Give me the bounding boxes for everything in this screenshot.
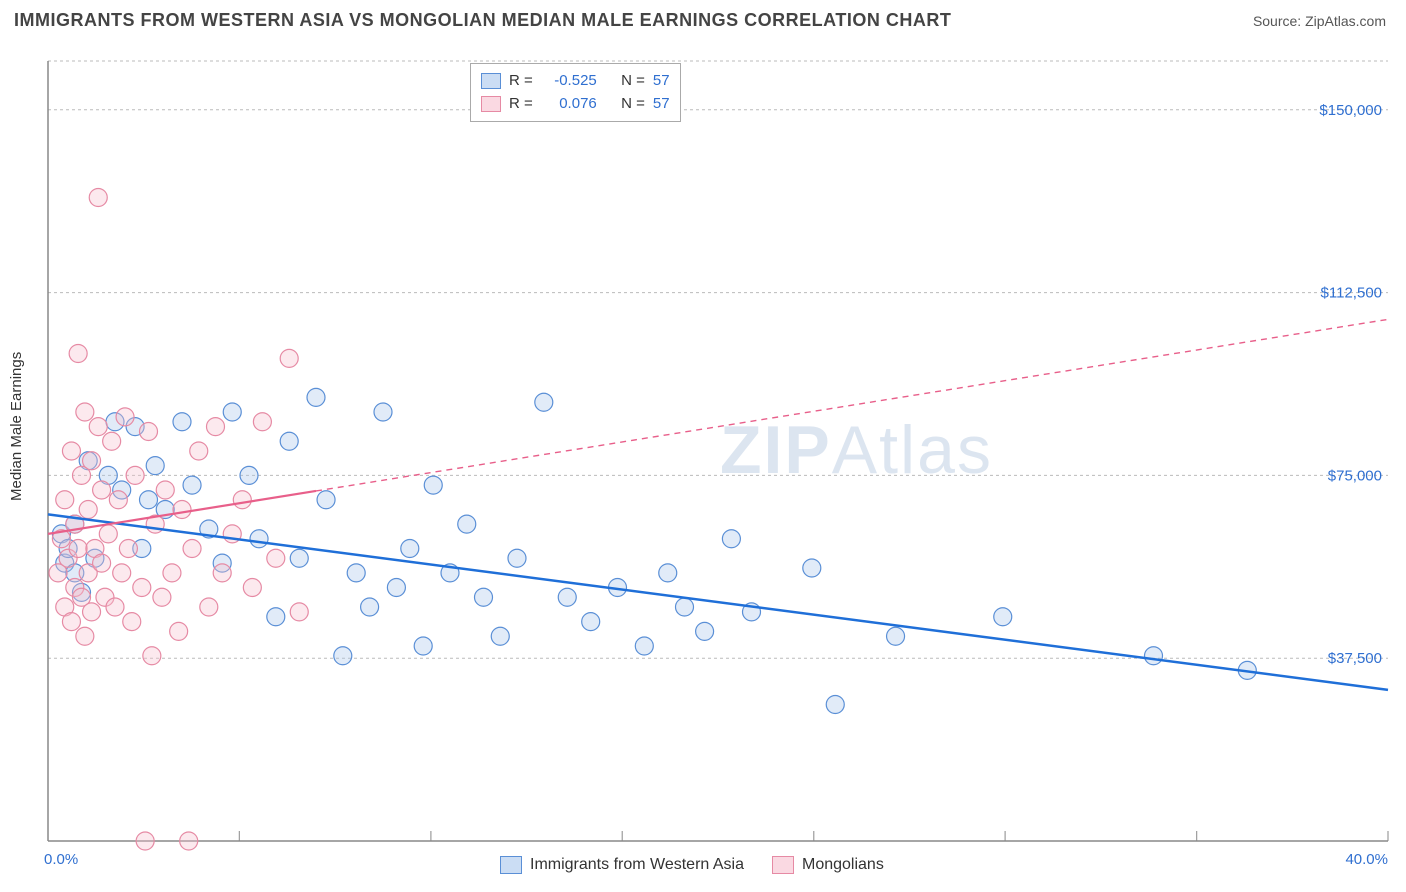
n-value: 57 xyxy=(653,70,670,93)
series-legend-item: Immigrants from Western Asia xyxy=(500,853,744,877)
title-bar: IMMIGRANTS FROM WESTERN ASIA VS MONGOLIA… xyxy=(0,0,1406,41)
correlation-legend: R = -0.525 N = 57 R = 0.076 N = 57 xyxy=(470,63,681,122)
legend-swatch xyxy=(500,856,522,874)
n-value: 57 xyxy=(653,93,670,116)
correlation-legend-row: R = -0.525 N = 57 xyxy=(481,70,670,93)
n-label: N = xyxy=(621,93,645,116)
x-axis-start-label: 0.0% xyxy=(44,851,78,868)
svg-text:$150,000: $150,000 xyxy=(1319,102,1382,119)
source-value: ZipAtlas.com xyxy=(1305,13,1386,29)
r-label: R = xyxy=(509,70,533,93)
source-label: Source: xyxy=(1253,13,1301,29)
source-credit: Source: ZipAtlas.com xyxy=(1253,13,1386,29)
series-legend-item: Mongolians xyxy=(772,853,884,877)
series-name: Mongolians xyxy=(802,853,884,877)
legend-swatch xyxy=(481,96,501,112)
r-label: R = xyxy=(509,93,533,116)
svg-text:$112,500: $112,500 xyxy=(1321,285,1382,302)
x-axis-end-label: 40.0% xyxy=(1345,851,1388,868)
n-label: N = xyxy=(621,70,645,93)
svg-text:$75,000: $75,000 xyxy=(1328,467,1382,484)
legend-swatch xyxy=(481,73,501,89)
series-legend: Immigrants from Western Asia Mongolians xyxy=(500,853,884,877)
chart-title: IMMIGRANTS FROM WESTERN ASIA VS MONGOLIA… xyxy=(14,10,951,31)
scatter-plot: $37,500 $75,000 $112,500 $150,000 xyxy=(0,41,1406,881)
correlation-legend-row: R = 0.076 N = 57 xyxy=(481,93,670,116)
series-name: Immigrants from Western Asia xyxy=(530,853,744,877)
r-value: 0.076 xyxy=(541,93,597,116)
chart-area: Median Male Earnings $37,500$75,000$112,… xyxy=(0,41,1406,881)
svg-text:$37,500: $37,500 xyxy=(1328,650,1382,667)
legend-swatch xyxy=(772,856,794,874)
r-value: -0.525 xyxy=(541,70,597,93)
